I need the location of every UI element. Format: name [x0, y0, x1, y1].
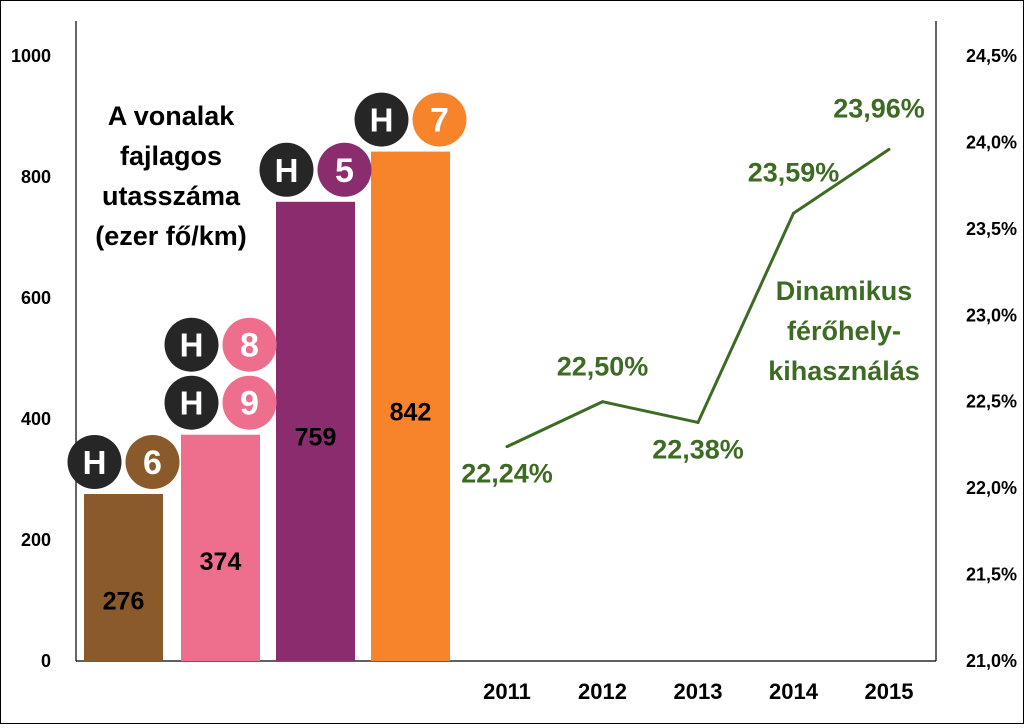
right-tick-label: 22,0%	[966, 478, 1017, 498]
line-number: 6	[143, 444, 162, 482]
data-point	[505, 445, 509, 449]
line-value-label: 22,24%	[461, 459, 553, 489]
bar-series: 276 374 759 842	[84, 151, 450, 661]
right-tick-label: 23,0%	[966, 305, 1017, 325]
left-tick-label: 400	[21, 409, 51, 429]
bar-chart-title: A vonalak fajlagos utasszáma (ezer fő/km)	[95, 101, 247, 251]
line-number: 9	[240, 385, 259, 423]
bar-value-label: 374	[200, 548, 242, 576]
line-chart-title: Dinamikus férőhely-kihasználás	[768, 276, 920, 386]
line-letter: H	[83, 444, 107, 481]
line-letter: H	[370, 102, 394, 139]
line-value-label: 22,50%	[557, 352, 649, 382]
left-tick-label: 800	[21, 167, 51, 187]
x-tick-label: 2011	[483, 679, 531, 704]
right-y-axis: 21,0% 21,5% 22,0% 22,5% 23,0% 23,5% 24,0% 24,5%	[935, 21, 1017, 671]
left-tick-label: 0	[41, 651, 51, 671]
x-tick-label: 2015	[865, 679, 914, 704]
line-number-badge	[125, 435, 180, 490]
left-y-axis: 0 200 400 600 800 1000	[11, 21, 77, 671]
hev-line-icon	[354, 92, 409, 147]
line-letter: H	[180, 385, 204, 422]
bar-title-line: utasszáma	[102, 181, 241, 211]
left-tick-label: 200	[21, 530, 51, 550]
line-number-badge	[222, 317, 277, 372]
x-tick-label: 2013	[674, 679, 723, 704]
right-tick-label: 21,0%	[966, 651, 1017, 671]
line-title-line: férőhely-	[787, 316, 901, 346]
line-value-label: 23,59%	[748, 157, 840, 187]
data-point	[887, 147, 891, 151]
bar	[84, 494, 163, 661]
bar	[181, 434, 260, 661]
hev-line-icon	[259, 142, 314, 197]
x-tick-label: 2014	[769, 679, 819, 704]
bar-value-label: 759	[295, 423, 337, 451]
bar-title-line: A vonalak	[108, 101, 236, 131]
right-tick-label: 24,5%	[966, 46, 1017, 66]
line-letter: H	[275, 152, 299, 189]
hev-line-icon	[164, 375, 219, 430]
bar-value-label: 276	[103, 588, 145, 616]
x-tick-label: 2012	[578, 679, 627, 704]
line-number-badge	[317, 142, 372, 197]
left-tick-label: 1000	[11, 46, 51, 66]
data-point	[696, 420, 700, 424]
line-number: 5	[335, 152, 354, 190]
bar-title-line: fajlagos	[120, 141, 222, 171]
line-number: 7	[430, 102, 449, 140]
data-point	[601, 400, 604, 404]
hev-line-icon	[164, 317, 219, 372]
line-value-label: 23,96%	[833, 93, 925, 123]
x-axis: 2011 2012 2013 2014 2015	[76, 660, 936, 704]
right-tick-label: 23,5%	[966, 219, 1017, 239]
hev-line-icon	[67, 435, 122, 490]
data-point	[792, 211, 795, 215]
line-badges: H 6H 9H 8H 5H 7	[67, 92, 467, 490]
line-value-label: 22,38%	[652, 434, 744, 464]
line-number-badge	[412, 92, 467, 147]
line-number-badge	[222, 375, 277, 430]
bar-value-label: 842	[390, 398, 432, 426]
left-tick-label: 600	[21, 288, 51, 308]
line-number: 8	[240, 327, 259, 365]
right-tick-label: 24,0%	[966, 132, 1017, 152]
bar-title-line: (ezer fő/km)	[95, 221, 247, 251]
line-title-line: Dinamikus	[776, 276, 913, 306]
bar	[371, 151, 450, 661]
line-series: 22,24% 22,50% 22,38% 23,59% 23,96%	[461, 93, 925, 488]
right-tick-label: 22,5%	[966, 392, 1017, 412]
line-letter: H	[180, 327, 204, 364]
right-tick-label: 21,5%	[966, 565, 1017, 585]
line-title-line: kihasználás	[768, 356, 920, 386]
bar	[276, 201, 355, 661]
